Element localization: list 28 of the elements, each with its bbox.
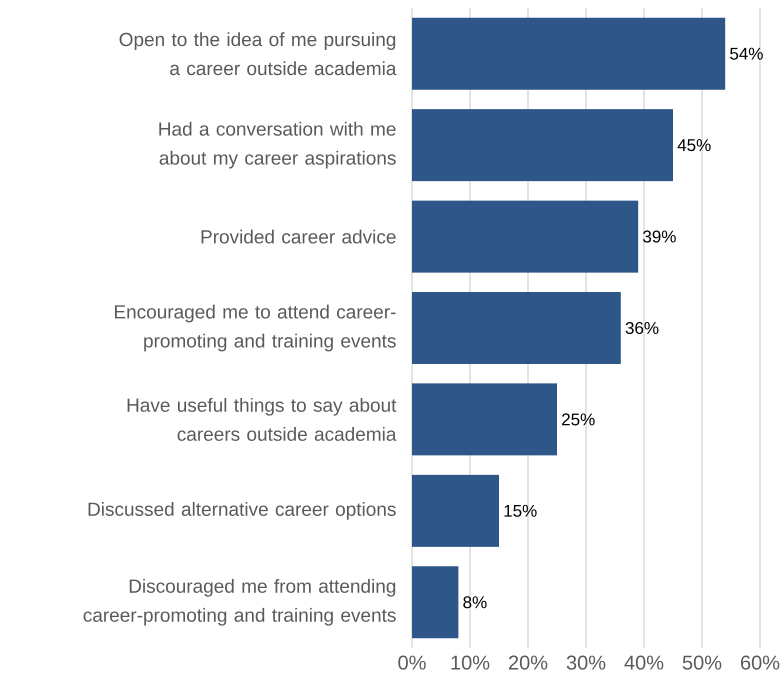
x-tick-label: 50% (682, 656, 722, 670)
data-label: 36% (626, 322, 658, 334)
bar (412, 18, 726, 90)
x-tick-label: 40% (624, 656, 664, 670)
bar (412, 566, 458, 638)
y-tick-label: Had a conversation with me about my career aspirations (159, 122, 396, 168)
y-tick-label: Discouraged me from attending career-promoting and training events (84, 578, 396, 626)
x-tick-label: 0% (398, 656, 426, 670)
x-tick-label: 30% (566, 656, 606, 670)
x-tick-label: 60% (741, 656, 780, 670)
bar (412, 200, 638, 273)
x-tick-label: 10% (452, 656, 490, 670)
y-tick-label: Have useful things to say about careers outside academia (128, 398, 396, 441)
x-tick-label: 20% (508, 656, 548, 670)
data-label: 39% (643, 230, 676, 243)
data-label: 15% (504, 504, 537, 517)
data-label: 8% (463, 596, 487, 608)
y-tick-label: Encouraged me to attend career-promoting and training events (114, 304, 396, 352)
data-label: 54% (730, 48, 763, 60)
y-tick-label: Open to the idea of me pursuing a career outside academia (120, 32, 396, 76)
data-label: 25% (562, 413, 595, 426)
y-tick-label: Provided career advice (202, 230, 396, 244)
bar (412, 383, 557, 456)
bar (412, 474, 499, 547)
y-tick-label: Discussed alternative career options (88, 502, 396, 520)
bar (412, 109, 673, 182)
data-label: 45% (678, 139, 711, 152)
bar (412, 292, 621, 364)
